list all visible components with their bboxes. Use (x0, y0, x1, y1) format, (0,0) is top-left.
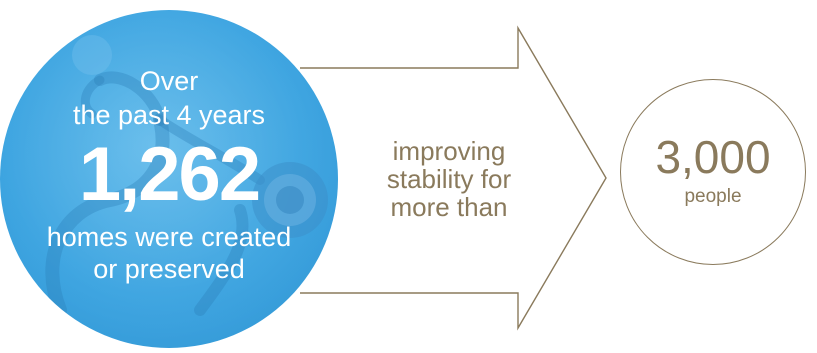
connector-line-3: more than (390, 192, 508, 222)
stat-outro-line-1: homes were created (46, 222, 292, 252)
stat-outro-line-2: or preserved (93, 254, 245, 284)
connector-line-1: improving (392, 136, 506, 166)
stethoscope-icon (0, 10, 338, 348)
arrow-shape (300, 25, 607, 331)
result-circle: 3,000 people (620, 79, 806, 265)
result-number: 3,000 (655, 131, 771, 183)
result-unit: people (684, 186, 742, 207)
connector-text: improving stability for more than (356, 137, 542, 221)
connector-line-2: stability for (386, 164, 512, 194)
stat-text: Over the past 4 years 1,262 homes were c… (0, 10, 338, 348)
stat-number: 1,262 (78, 132, 261, 217)
stat-intro-line-1: Over (139, 66, 199, 96)
stat-intro-line-2: the past 4 years (72, 100, 266, 130)
stat-circle: Over the past 4 years 1,262 homes were c… (0, 10, 338, 348)
